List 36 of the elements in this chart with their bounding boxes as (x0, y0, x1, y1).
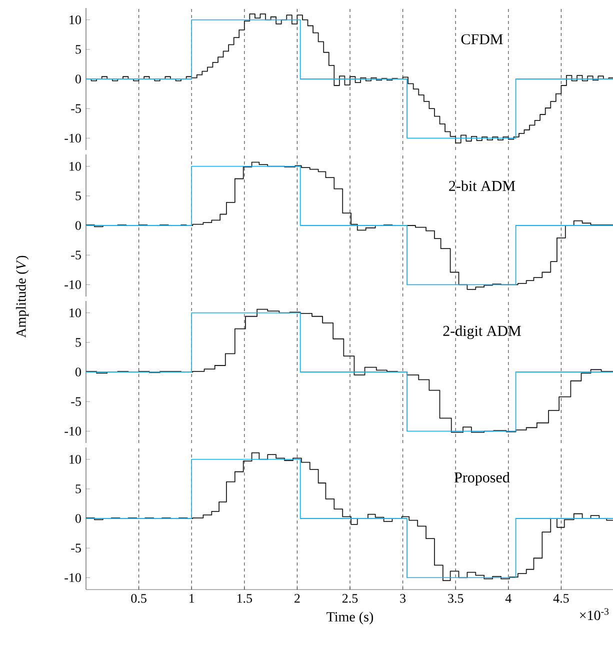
x-tick-label: 4 (505, 594, 512, 603)
y-tick-label: -10 (64, 573, 81, 582)
x-axis-title: Time (s) (326, 612, 374, 624)
y-tick-label: 0 (75, 514, 81, 523)
x-tick-label: 4.5 (553, 594, 569, 603)
y-tick-label: -5 (71, 544, 81, 552)
x-tick-label: 0.5 (131, 594, 146, 603)
x-tick-label: 1.5 (237, 594, 252, 603)
text: 2-digit ADM (443, 325, 521, 340)
y-tick-label: -5 (71, 250, 81, 260)
y-tick-label: 5 (76, 484, 81, 494)
y-tick-label: 5 (76, 338, 81, 347)
y-axis-title: Amplitude (V) (16, 256, 29, 338)
y-tick-label: 5 (76, 192, 81, 200)
y-tick-label: -10 (64, 280, 81, 290)
x-tick-label: 3.5 (448, 594, 464, 603)
x-tick-label: 2.5 (342, 594, 358, 603)
y-tick-label: -10 (64, 426, 81, 436)
y-tick-label: -5 (71, 104, 81, 113)
text: Proposed (454, 472, 510, 486)
x-tick-label: 3 (400, 594, 406, 603)
y-tick-label: -10 (64, 134, 81, 143)
y-tick-label: 10 (70, 15, 81, 24)
text: CFDM (461, 34, 503, 44)
text: 2-bit ADM (449, 180, 516, 192)
y-tick-label: 0 (75, 221, 81, 230)
x-tick-label: 2 (294, 594, 300, 603)
y-tick-label: 10 (70, 162, 81, 171)
x-tick-label: 1 (189, 594, 194, 603)
y-tick-label: 0 (75, 74, 81, 84)
y-tick-label: 10 (70, 454, 81, 464)
y-tick-label: 5 (76, 45, 81, 54)
y-tick-label: 0 (75, 368, 81, 376)
y-tick-label: 10 (70, 308, 81, 318)
y-tick-label: -5 (71, 397, 81, 406)
text: ×10$^{-3}$ (580, 608, 609, 620)
